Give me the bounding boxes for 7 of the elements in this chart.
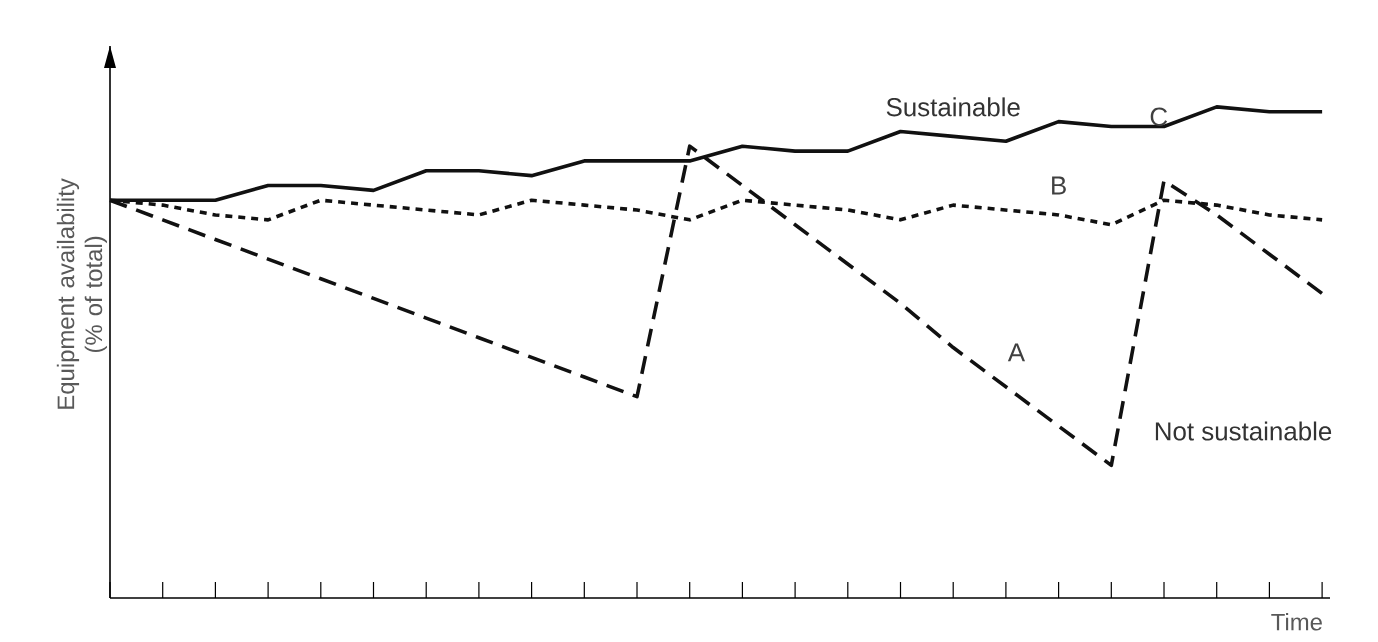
annotation: Not sustainable: [1155, 421, 1332, 441]
y-axis-title: Equipment availability (% of total): [56, 178, 107, 409]
x-axis-title: Time: [1271, 613, 1322, 631]
series-label: A: [1007, 343, 1026, 362]
annotation: Sustainable: [886, 97, 1020, 117]
series-label: B: [1052, 176, 1066, 195]
series-label: C: [1150, 107, 1168, 126]
